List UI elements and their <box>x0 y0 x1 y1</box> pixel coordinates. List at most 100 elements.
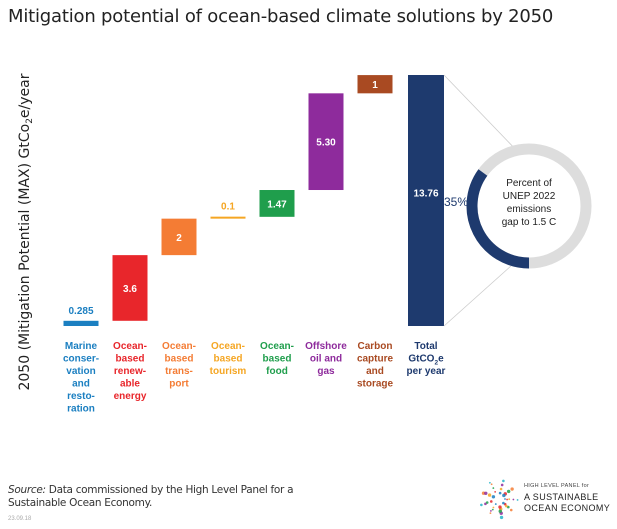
category-label-total-line-0: Total <box>414 341 437 352</box>
logo-dot-21 <box>494 503 497 505</box>
bars-group <box>63 75 444 326</box>
value-label-2: 2 <box>176 233 182 244</box>
category-label-0-line-1: conser- <box>63 354 99 365</box>
category-label-0-line-0: Marine <box>65 341 98 352</box>
donut-text-line-0: Percent of <box>506 178 552 189</box>
bar-0 <box>63 320 99 326</box>
value-label-4: 1.47 <box>267 199 287 210</box>
logo-dot-14 <box>491 495 496 499</box>
logo-dot-9 <box>508 498 511 501</box>
category-label-5-line-0: Offshore <box>305 341 347 352</box>
value-label-3: 0.1 <box>221 202 235 213</box>
category-label-2-line-3: port <box>169 379 189 390</box>
bar-5 <box>308 93 344 191</box>
logo-line-1: HIGH LEVEL PANEL for <box>524 483 590 489</box>
logo-line-2: A SUSTAINABLE <box>524 492 599 502</box>
source-label: Source: <box>8 484 46 496</box>
logo-dot-0 <box>504 498 506 500</box>
logo-dot-29 <box>498 505 502 509</box>
logo-dot-17 <box>506 489 511 494</box>
logo-dot-22 <box>489 500 493 503</box>
logo-dot-23 <box>487 493 492 497</box>
category-label-0-line-4: resto- <box>67 391 95 402</box>
value-label-5: 5.30 <box>316 138 336 149</box>
connector-bottom <box>443 256 522 327</box>
logo-dot-20 <box>499 515 504 520</box>
value-label-0: 0.285 <box>68 306 93 317</box>
logo-dot-15 <box>494 490 497 493</box>
connector-top <box>443 74 522 156</box>
bar-total <box>408 75 444 326</box>
category-label-0-line-3: and <box>72 379 90 390</box>
category-label-2-line-1: based <box>165 354 194 365</box>
donut-text-line-1: UNEP 2022 <box>503 191 556 202</box>
category-label-total-line-1: GtCO2e <box>408 354 444 367</box>
category-label-3-line-0: Ocean- <box>211 341 245 352</box>
logo-dot-36 <box>506 498 508 501</box>
logo-dot-39 <box>490 510 492 512</box>
logo-dot-26 <box>510 487 514 491</box>
logo-dot-19 <box>509 508 513 512</box>
bar-2 <box>161 218 197 256</box>
logo-dot-12 <box>489 512 492 515</box>
chart-code: 23.09.18 <box>8 516 32 522</box>
category-label-1-line-0: Ocean- <box>113 341 147 352</box>
logo-dot-38 <box>498 509 502 513</box>
category-label-1-line-2: renew- <box>114 366 146 377</box>
category-label-5-line-2: gas <box>317 366 335 377</box>
category-label-0-line-5: ration <box>67 404 95 415</box>
category-label-1-line-1: based <box>116 354 145 365</box>
logo-dot-34 <box>502 479 505 483</box>
donut-chart: 35% Percent of UNEP 2022 emissions gap to 1.… <box>444 143 592 269</box>
logo-dot-37 <box>505 504 508 508</box>
category-label-6-line-3: storage <box>357 379 394 390</box>
bar-1 <box>112 255 148 321</box>
bar-6 <box>357 75 393 94</box>
category-labels-group: Marineconser-vationandresto-rationOcean-… <box>63 341 446 415</box>
logo-dot-4 <box>484 502 487 506</box>
category-label-4-line-1: based <box>263 354 292 365</box>
logo-dot-18 <box>512 498 515 501</box>
logo-dot-31 <box>485 501 489 504</box>
bar-3 <box>210 216 246 219</box>
logo-dot-16 <box>499 487 503 491</box>
y-axis-title: 2050 (Mitigation Potential (MAX) GtCo2e/… <box>17 73 35 390</box>
connector-lines <box>443 74 522 327</box>
hlp-logo: HIGH LEVEL PANEL for A SUSTAINABLE OCEAN… <box>478 478 614 522</box>
bar-4 <box>259 190 295 217</box>
donut-text-line-3: gap to 1.5 C <box>502 217 556 228</box>
category-label-4-line-2: food <box>266 366 288 377</box>
logo-dot-30 <box>492 506 495 509</box>
y-axis-label: 2050 (Mitigation Potential (MAX) GtCo2e/… <box>17 73 35 390</box>
logo-dot-32 <box>484 491 488 495</box>
category-label-1-line-3: able <box>120 379 140 390</box>
logo-line-3: OCEAN ECONOMY <box>524 503 611 513</box>
category-label-3-line-1: based <box>214 354 243 365</box>
category-label-6-line-1: capture <box>357 354 394 365</box>
donut-arc <box>466 169 530 269</box>
logo-dot-35 <box>502 493 506 498</box>
category-label-3-line-2: tourism <box>210 366 247 377</box>
category-label-5-line-1: oil and <box>310 354 342 365</box>
donut-percent-label: 35% <box>444 195 468 209</box>
category-label-4-line-0: Ocean- <box>260 341 294 352</box>
category-label-2-line-2: trans- <box>165 366 193 377</box>
category-label-6-line-2: and <box>366 366 384 377</box>
waterfall-chart: 2050 (Mitigation Potential (MAX) GtCo2e/… <box>17 73 592 415</box>
category-label-6-line-0: Carbon <box>358 341 393 352</box>
logo-dot-25 <box>500 483 504 487</box>
value-label-6: 1 <box>372 80 378 91</box>
logo-dot-33 <box>490 483 493 486</box>
source-text: Data commissioned by the High Level Pane… <box>8 484 294 509</box>
logo-dot-7 <box>498 491 502 495</box>
logo-dot-27 <box>516 499 519 501</box>
category-label-total-line-2: per year <box>407 366 446 377</box>
logo-dot-24 <box>492 487 495 489</box>
donut-text-line-2: emissions <box>507 204 551 215</box>
source-note: Source: Data commissioned by the High Le… <box>8 484 308 510</box>
hlp-logo-mark <box>480 479 519 520</box>
logo-dot-28 <box>502 501 505 505</box>
category-label-1-line-4: energy <box>114 391 147 402</box>
logo-dot-13 <box>480 503 483 507</box>
logo-dot-6 <box>488 481 491 484</box>
